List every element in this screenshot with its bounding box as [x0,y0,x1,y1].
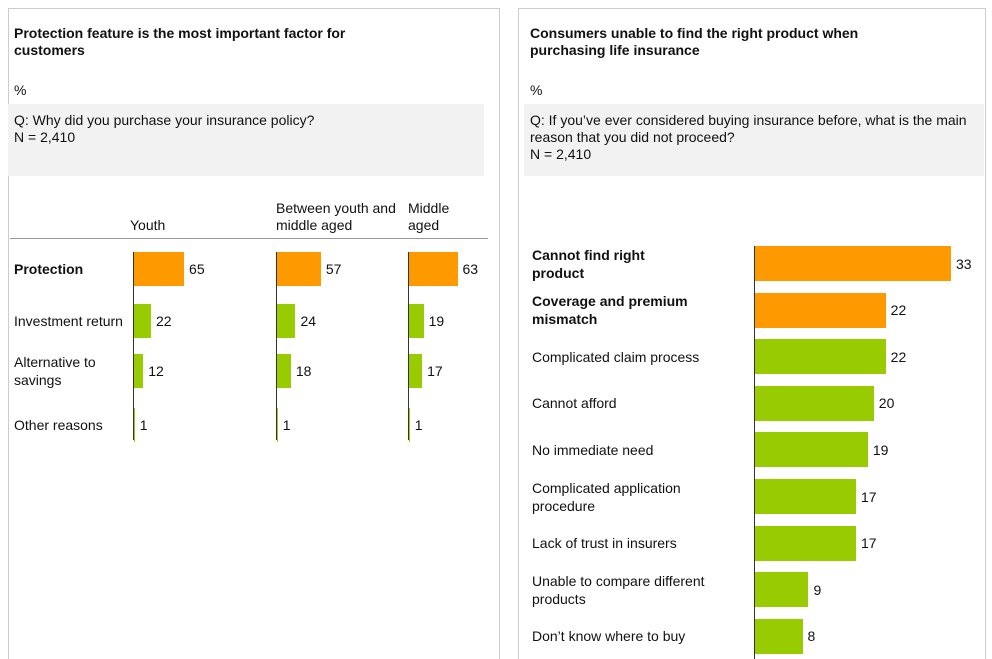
value-label: 22 [155,313,172,329]
subtitle: % [530,82,543,98]
value-label: 17 [427,363,443,379]
category-label: Protection [14,261,84,277]
category-label: Cannot find right product [532,246,645,281]
category-label: Lack of trust in insurers [532,535,677,552]
value-label: 17 [860,535,877,552]
bar [277,252,321,286]
bar [277,354,291,388]
panel [8,8,500,659]
bar [409,304,424,338]
axis-line [754,246,755,659]
category-label: Complicated application procedure [532,479,681,514]
chart-title: Protection feature is the most important… [14,25,346,58]
value-label: 9 [813,581,822,598]
header-rule [10,238,488,239]
bar [755,525,856,561]
bar [134,408,135,442]
bar [134,354,144,388]
value-label: 22 [890,302,907,319]
value-label: 22 [890,348,907,365]
question-box: Q: If you’ve ever considered buying insu… [524,104,984,176]
value-label: 33 [956,255,972,272]
bar [134,304,151,338]
value-label: 1 [414,417,423,433]
chart-title: Consumers unable to find the right produ… [530,25,859,58]
category-label: Unable to compare different products [532,572,705,607]
category-label: Complicated claim process [532,348,700,365]
value-label: 1 [139,417,148,433]
panel [518,8,986,659]
question-box: Q: Why did you purchase your insurance p… [8,104,484,176]
question: Q: Why did you purchase your insurance p… [14,112,315,128]
sample-size: N = 2,410 [14,129,76,145]
bar [755,479,856,514]
series-header: Youth [130,217,166,233]
bar [409,354,423,388]
value-label: 8 [807,628,816,645]
bar [409,252,458,286]
bar [755,339,886,375]
value-label: 1 [282,417,291,433]
bar [277,408,278,442]
value-label: 63 [462,261,479,277]
question: Q: If you’ve ever considered buying insu… [530,112,967,145]
value-label: 19 [428,313,445,329]
category-label: Cannot afford [532,395,617,412]
sample-size: N = 2,410 [530,146,592,162]
bar [277,304,296,338]
value-label: 18 [295,363,312,379]
bar [409,408,410,442]
bar [134,252,185,286]
subtitle: % [14,82,27,98]
category-label: Other reasons [14,417,103,433]
value-label: 17 [860,488,877,505]
series-header: Between youth and middle aged [276,200,396,233]
bar [755,572,809,608]
category-label: Alternative to savings [14,354,96,388]
category-label: Investment return [14,313,123,329]
value-label: 12 [148,363,164,379]
bar [755,246,952,281]
value-label: 24 [300,313,317,329]
value-label: 19 [872,441,889,458]
axis-line [133,252,134,440]
value-label: 20 [878,395,895,412]
value-label: 65 [189,261,205,277]
category-label: Coverage and premium mismatch [532,293,688,328]
axis-line [408,252,409,440]
bar [755,292,886,328]
series-header: Middle aged [408,200,450,233]
category-label: No immediate need [532,441,654,458]
bar [755,385,874,421]
axis-line [276,252,277,440]
value-label: 57 [325,261,342,277]
bar [755,618,803,654]
category-label: Don’t know where to buy [532,628,686,645]
bar [755,432,868,468]
